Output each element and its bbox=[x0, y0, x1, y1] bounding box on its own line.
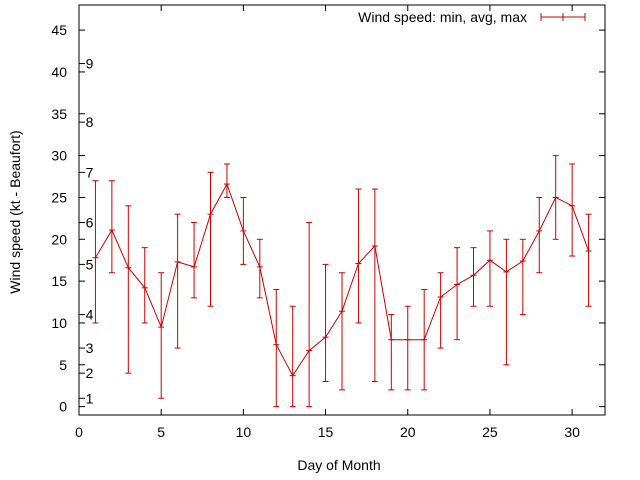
x-tick-label: 25 bbox=[482, 424, 498, 440]
beaufort-label: 6 bbox=[86, 215, 94, 231]
y-tick-label: 20 bbox=[51, 231, 67, 247]
legend-label: Wind speed: min, avg, max bbox=[358, 9, 527, 25]
beaufort-label: 3 bbox=[86, 340, 94, 356]
x-tick-label: 30 bbox=[564, 424, 580, 440]
y-tick-label: 0 bbox=[59, 399, 67, 415]
y-tick-label: 45 bbox=[51, 22, 67, 38]
y-tick-label: 40 bbox=[51, 64, 67, 80]
y-tick-labels: 0 5 10 15 20 25 30 35 40 45 bbox=[51, 22, 67, 415]
beaufort-label: 4 bbox=[86, 307, 94, 323]
y-axis-title: Wind speed (kt - Beaufort) bbox=[7, 130, 23, 293]
x-tick-label: 20 bbox=[400, 424, 416, 440]
legend: Wind speed: min, avg, max bbox=[358, 9, 586, 25]
beaufort-label: 2 bbox=[86, 365, 94, 381]
beaufort-label: 1 bbox=[86, 390, 94, 406]
y-tick-label: 35 bbox=[51, 106, 67, 122]
plot-frame bbox=[78, 4, 606, 416]
y-tick-label: 25 bbox=[51, 189, 67, 205]
beaufort-label: 8 bbox=[86, 114, 94, 130]
y-tick-label: 30 bbox=[51, 148, 67, 164]
beaufort-label: 5 bbox=[86, 256, 94, 272]
x-tick-label: 5 bbox=[157, 424, 165, 440]
beaufort-scale-labels: 1 2 3 4 5 6 7 8 9 bbox=[86, 56, 94, 407]
y-tick-label: 15 bbox=[51, 273, 67, 289]
axis-ticks bbox=[78, 5, 605, 415]
y-tick-label: 5 bbox=[59, 357, 67, 373]
beaufort-label: 9 bbox=[86, 56, 94, 72]
x-tick-label: 0 bbox=[75, 424, 83, 440]
y-tick-label: 10 bbox=[51, 315, 67, 331]
series-line-avg bbox=[94, 182, 590, 377]
x-axis-title: Day of Month bbox=[297, 457, 380, 473]
beaufort-label: 7 bbox=[86, 164, 94, 180]
series-wind-speed bbox=[92, 155, 592, 408]
x-tick-label: 10 bbox=[236, 424, 252, 440]
x-tick-label: 15 bbox=[318, 424, 334, 440]
x-tick-labels: 0 5 10 15 20 25 30 bbox=[75, 424, 580, 440]
